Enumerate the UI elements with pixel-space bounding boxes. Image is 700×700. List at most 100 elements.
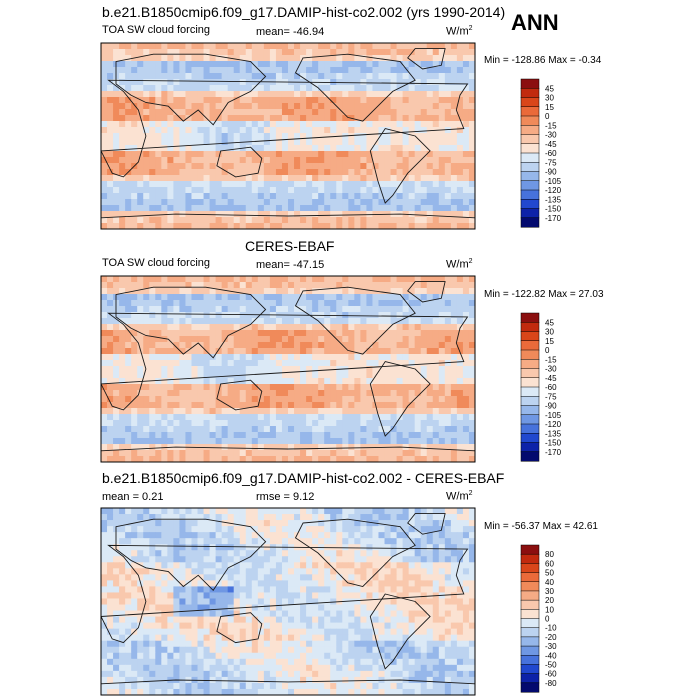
heatmap-cell — [390, 91, 398, 98]
heatmap-cell — [330, 223, 337, 229]
heatmap-cell — [408, 127, 416, 134]
heatmap-cell — [402, 91, 410, 98]
heatmap-cell — [348, 604, 355, 612]
heatmap-cell — [167, 61, 174, 68]
heatmap-cell — [456, 574, 464, 581]
heatmap-cell — [257, 556, 265, 563]
heatmap-cell — [185, 586, 193, 594]
heatmap-cell — [330, 592, 337, 600]
heatmap-cell — [312, 163, 319, 170]
heatmap-cell — [149, 306, 156, 313]
heatmap-cell — [107, 288, 114, 295]
heatmap-cell — [342, 514, 349, 521]
heatmap-cell — [221, 49, 229, 56]
heatmap-cell — [456, 223, 464, 229]
heatmap-cell — [414, 592, 422, 600]
heatmap-cell — [125, 121, 132, 128]
heatmap-cell — [468, 127, 475, 134]
heatmap-cell — [312, 514, 319, 521]
heatmap-cell — [372, 157, 380, 164]
heatmap-cell — [191, 544, 199, 551]
heatmap-cell — [354, 532, 361, 539]
heatmap-cell — [239, 580, 247, 588]
heatmap-cell — [113, 514, 120, 521]
heatmap-cell — [462, 55, 470, 62]
heatmap-cell — [444, 139, 452, 146]
heatmap-cell — [396, 598, 404, 606]
heatmap-cell — [185, 187, 193, 194]
heatmap-cell — [438, 384, 446, 391]
heatmap-cell — [414, 175, 422, 182]
heatmap-cell — [402, 450, 410, 457]
heatmap-cell — [354, 372, 361, 379]
heatmap-cell — [360, 193, 368, 200]
heatmap-cell — [312, 456, 319, 462]
heatmap-cell — [414, 139, 422, 146]
heatmap-cell — [462, 306, 470, 313]
heatmap-cell — [149, 133, 156, 140]
heatmap-cell — [161, 592, 168, 600]
heatmap-cell — [227, 127, 235, 134]
heatmap-cell — [426, 324, 434, 331]
heatmap-cell — [456, 300, 464, 307]
heatmap-cell — [275, 109, 283, 116]
heatmap-cell — [390, 574, 398, 581]
heatmap-cell — [426, 396, 434, 403]
heatmap-cell — [306, 61, 313, 68]
heatmap-cell — [203, 538, 211, 545]
heatmap-cell — [251, 508, 259, 515]
heatmap-cell — [101, 145, 108, 152]
heatmap-cell — [438, 526, 446, 533]
colorbar-tick-label: -75 — [545, 392, 557, 401]
heatmap-cell — [312, 354, 319, 361]
heatmap-cell — [294, 217, 301, 224]
heatmap-cell — [131, 151, 138, 158]
colorbar-tick-label: -60 — [545, 149, 557, 158]
heatmap-cell — [408, 91, 416, 98]
heatmap-cell — [402, 390, 410, 397]
heatmap-cell — [402, 544, 410, 551]
heatmap-cell — [348, 276, 355, 283]
colorbar-swatch — [520, 396, 540, 407]
heatmap-cell — [306, 181, 313, 188]
heatmap-cell — [119, 366, 126, 373]
heatmap-cell — [360, 294, 368, 301]
heatmap-cell — [215, 91, 223, 98]
heatmap-cell — [203, 139, 211, 146]
heatmap-cell — [408, 456, 416, 462]
heatmap-cell — [233, 336, 241, 343]
heatmap-cell — [179, 109, 187, 116]
heatmap-cell — [245, 396, 253, 403]
heatmap-cell — [203, 604, 211, 612]
heatmap-cell — [251, 396, 259, 403]
heatmap-cell — [402, 43, 410, 50]
heatmap-cell — [239, 544, 247, 551]
heatmap-cell — [378, 586, 386, 594]
heatmap-cell — [167, 586, 174, 594]
heatmap-cell — [113, 348, 120, 355]
heatmap-cell — [167, 223, 174, 229]
heatmap-cell — [275, 55, 283, 62]
heatmap-cell — [432, 318, 440, 325]
heatmap-cell — [125, 43, 132, 50]
colorbar-tick-label: -120 — [545, 186, 562, 195]
heatmap-cell — [257, 348, 265, 355]
heatmap-cell — [420, 211, 428, 218]
colorbar-swatch — [520, 134, 540, 145]
heatmap-cell — [203, 450, 211, 457]
heatmap-cell — [203, 306, 211, 313]
heatmap-cell — [468, 199, 475, 206]
heatmap-cell — [173, 354, 181, 361]
heatmap-cell — [420, 342, 428, 349]
heatmap-cell — [107, 592, 114, 600]
heatmap-cell — [294, 508, 301, 515]
heatmap-cell — [294, 205, 301, 212]
heatmap-cell — [227, 444, 235, 451]
colorbar-tick-label: -135 — [545, 429, 562, 438]
heatmap-cell — [336, 526, 343, 533]
heatmap-cell — [269, 598, 277, 606]
heatmap-cell — [173, 187, 181, 194]
heatmap-cell — [197, 127, 205, 134]
heatmap-cell — [396, 133, 404, 140]
heatmap-cell — [113, 187, 120, 194]
